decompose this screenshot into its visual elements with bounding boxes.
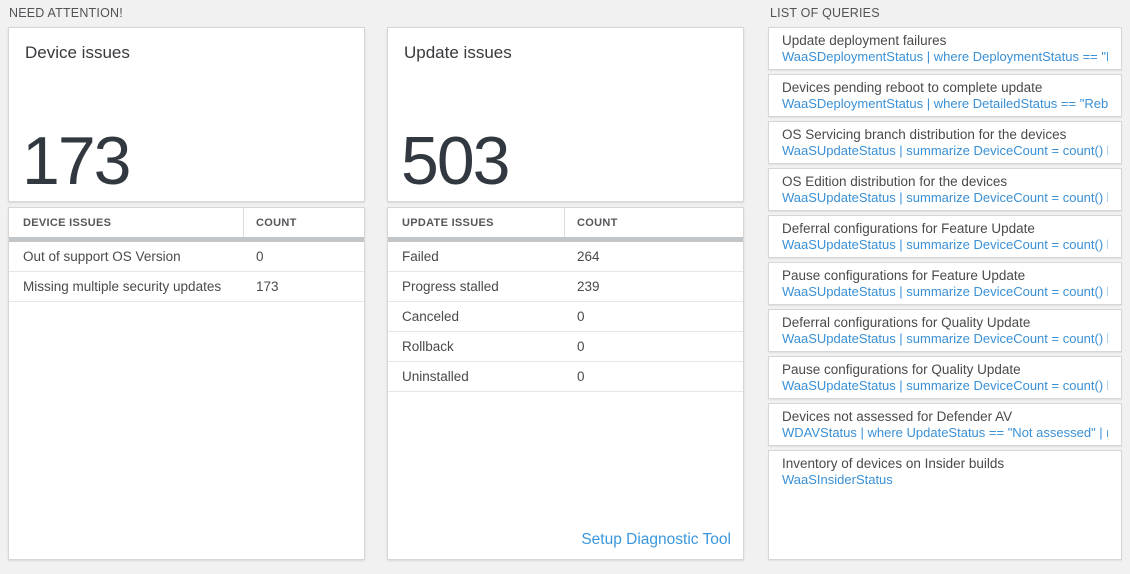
table-header-bar (388, 237, 743, 242)
table-row[interactable]: Canceled 0 (388, 302, 743, 332)
row-label: Progress stalled (402, 279, 499, 294)
row-count: 0 (577, 339, 585, 354)
query-code-link[interactable]: WaaSUpdateStatus | summarize DeviceCount… (782, 284, 1108, 299)
query-list-item[interactable]: Update deployment failures WaaSDeploymen… (768, 27, 1122, 70)
query-title: Pause configurations for Feature Update (782, 268, 1026, 283)
table-row[interactable]: Uninstalled 0 (388, 362, 743, 392)
query-list-item[interactable]: OS Edition distribution for the devices … (768, 168, 1122, 211)
query-code-link[interactable]: WaaSUpdateStatus | summarize DeviceCount… (782, 190, 1108, 205)
need-attention-section-title: NEED ATTENTION! (9, 6, 123, 20)
table-row[interactable]: Rollback 0 (388, 332, 743, 362)
query-list-item[interactable]: OS Servicing branch distribution for the… (768, 121, 1122, 164)
device-issues-tile-title: Device issues (25, 43, 130, 62)
query-code-link[interactable]: WaaSUpdateStatus | summarize DeviceCount… (782, 378, 1108, 393)
query-code-link[interactable]: WaaSUpdateStatus | summarize DeviceCount… (782, 143, 1108, 158)
table-row[interactable]: Failed 264 (388, 242, 743, 272)
setup-diagnostic-tool-link[interactable]: Setup Diagnostic Tool (581, 531, 731, 548)
table-row[interactable]: Out of support OS Version 0 (9, 242, 364, 272)
table-row[interactable]: Missing multiple security updates 173 (9, 272, 364, 302)
row-count: 239 (577, 279, 600, 294)
update-issues-table-header: UPDATE ISSUES COUNT (388, 208, 743, 237)
query-list-item[interactable]: Deferral configurations for Quality Upda… (768, 309, 1122, 352)
row-label: Out of support OS Version (23, 249, 181, 264)
row-count: 173 (256, 279, 279, 294)
query-list-item[interactable]: Devices not assessed for Defender AV WDA… (768, 403, 1122, 446)
query-list-item[interactable]: Deferral configurations for Feature Upda… (768, 215, 1122, 258)
row-label: Failed (402, 249, 439, 264)
query-title: Devices not assessed for Defender AV (782, 409, 1013, 424)
device-issues-table: DEVICE ISSUES COUNT Out of support OS Ve… (8, 207, 365, 560)
query-title: Devices pending reboot to complete updat… (782, 80, 1043, 95)
query-code-link[interactable]: WaaSUpdateStatus | summarize DeviceCount… (782, 331, 1108, 346)
device-issues-tile[interactable]: Device issues 173 (8, 27, 365, 202)
query-code-link[interactable]: WaaSDeploymentStatus | where DeploymentS… (782, 49, 1108, 64)
row-label: Rollback (402, 339, 454, 354)
query-title: OS Edition distribution for the devices (782, 174, 1008, 189)
query-title: Deferral configurations for Feature Upda… (782, 221, 1035, 236)
query-list-item[interactable]: Devices pending reboot to complete updat… (768, 74, 1122, 117)
row-count: 0 (577, 309, 585, 324)
query-list-item[interactable]: Inventory of devices on Insider builds W… (768, 450, 1122, 560)
query-code-link[interactable]: WaaSDeploymentStatus | where DetailedSta… (782, 96, 1108, 111)
device-issues-count: 173 (22, 123, 131, 199)
list-of-queries-section-title: LIST OF QUERIES (770, 6, 880, 20)
row-label: Canceled (402, 309, 460, 324)
table-header-bar (9, 237, 364, 242)
update-issues-header-name: UPDATE ISSUES (388, 208, 565, 237)
query-title: Pause configurations for Quality Update (782, 362, 1021, 377)
row-count: 264 (577, 249, 600, 264)
update-issues-header-count: COUNT (577, 216, 618, 229)
row-label: Uninstalled (402, 369, 469, 384)
row-count: 0 (577, 369, 585, 384)
query-title: Update deployment failures (782, 33, 947, 48)
query-list: Update deployment failures WaaSDeploymen… (768, 27, 1122, 560)
device-issues-header-count: COUNT (256, 216, 297, 229)
table-row[interactable]: Progress stalled 239 (388, 272, 743, 302)
device-issues-header-name: DEVICE ISSUES (9, 208, 244, 237)
query-code-link[interactable]: WaaSUpdateStatus | summarize DeviceCount… (782, 237, 1108, 252)
update-issues-tile[interactable]: Update issues 503 (387, 27, 744, 202)
row-count: 0 (256, 249, 264, 264)
update-issues-table: UPDATE ISSUES COUNT Failed 264 Progress … (387, 207, 744, 560)
query-code-link[interactable]: WaaSInsiderStatus (782, 472, 893, 487)
query-title: Inventory of devices on Insider builds (782, 456, 1005, 471)
query-title: OS Servicing branch distribution for the… (782, 127, 1067, 142)
update-issues-count: 503 (401, 123, 510, 199)
query-list-item[interactable]: Pause configurations for Feature Update … (768, 262, 1122, 305)
query-title: Deferral configurations for Quality Upda… (782, 315, 1031, 330)
query-code-link[interactable]: WDAVStatus | where UpdateStatus == "Not … (782, 425, 1108, 440)
update-issues-tile-title: Update issues (404, 43, 512, 62)
query-list-item[interactable]: Pause configurations for Quality Update … (768, 356, 1122, 399)
row-label: Missing multiple security updates (23, 279, 222, 294)
device-issues-table-header: DEVICE ISSUES COUNT (9, 208, 364, 237)
